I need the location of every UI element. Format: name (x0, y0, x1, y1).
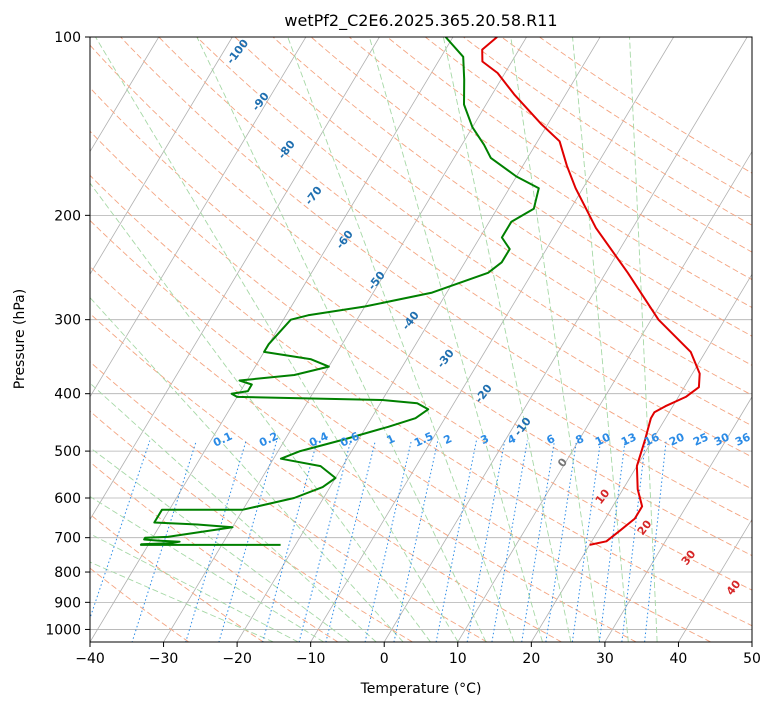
mixing-ratio-line (185, 440, 247, 642)
y-tick-label: 200 (54, 208, 81, 224)
isotherm-line (90, 37, 454, 642)
y-axis-label: Pressure (hPa) (12, 289, 28, 389)
mixing-ratio-label: 36 (733, 430, 753, 448)
y-tick-label: 700 (54, 531, 81, 547)
dry-adiabat-line (196, 37, 752, 427)
mixing-ratio-line (435, 440, 477, 642)
moist-adiabat-line (510, 37, 601, 642)
y-tick-label: 800 (54, 565, 81, 581)
moist-adiabat-line (572, 37, 629, 642)
x-axis-label: Temperature (°C) (360, 681, 482, 697)
mixing-ratio-line (131, 440, 197, 642)
isotherm-line (90, 37, 380, 521)
mixing-ratio-label: 25 (691, 430, 710, 448)
mixing-ratio-line (262, 440, 318, 642)
y-tick-label: 600 (54, 491, 81, 507)
isotherm-line (236, 37, 601, 642)
isotherm-line (163, 37, 528, 642)
isotherm-line (604, 396, 752, 642)
y-tick-label: 300 (54, 313, 81, 329)
dry-adiabat-line (158, 37, 752, 458)
isotherm-line (310, 37, 675, 642)
x-tick-label: −10 (296, 651, 326, 667)
moist-adiabat-line (90, 296, 404, 642)
moist-adiabat-line (90, 182, 431, 642)
dry-adiabat-line (90, 461, 339, 642)
dry-adiabat-line (90, 130, 752, 591)
x-tick-label: 40 (670, 651, 688, 667)
axis-ticks: −40 −30 −20 −10 0 10 20 30 40 50 100 200 300 400 500 60… (45, 30, 761, 667)
dewpoint-profile-line (139, 37, 540, 546)
y-tick-label: 1000 (45, 622, 81, 638)
x-tick-label: 30 (596, 651, 614, 667)
chart-title: wetPf2_C2E6.2025.365.20.58.R11 (284, 11, 557, 31)
mixing-ratio-line (466, 440, 506, 642)
mixing-ratio-line (298, 440, 352, 642)
moist-adiabat-line (442, 37, 572, 642)
dry-adiabat-line (424, 37, 752, 253)
mixing-ratio-line (90, 440, 151, 620)
mixing-ratio-label: 13 (619, 430, 638, 448)
x-tick-label: 50 (743, 651, 761, 667)
dry-adiabat-line (272, 37, 752, 366)
x-tick-label: −30 (149, 651, 179, 667)
mixing-ratio-label: 16 (642, 430, 662, 448)
x-tick-label: 20 (522, 651, 540, 667)
mixing-ratio-line (491, 440, 528, 642)
mixing-ratio-line (325, 440, 376, 642)
dry-adiabat-line (538, 37, 752, 174)
dry-adiabat-line (90, 44, 752, 523)
isotherm-line (383, 37, 748, 642)
moist-adiabat-line (629, 37, 658, 642)
mixing-ratio-line (521, 440, 556, 642)
y-tick-label: 500 (54, 444, 81, 460)
isotherm-line (677, 518, 752, 642)
dry-adiabat-line (234, 37, 752, 396)
dry-adiabat-line (386, 37, 752, 281)
plot-frame (89, 36, 753, 643)
isotherm-line (530, 273, 752, 642)
profile-series (139, 37, 701, 546)
x-tick-label: −20 (222, 651, 252, 667)
moist-adiabat-line (196, 37, 487, 642)
dry-adiabat-line (90, 265, 637, 642)
y-tick-label: 100 (54, 30, 81, 46)
temperature-profile-line (481, 37, 701, 546)
isotherm-line (90, 37, 307, 398)
isotherm-line (90, 37, 160, 153)
x-tick-label: −40 (75, 651, 105, 667)
x-tick-label: 10 (449, 651, 467, 667)
dry-adiabat-line (120, 37, 752, 490)
mixing-ratio-line (364, 440, 412, 642)
mixing-ratio-line (393, 440, 439, 642)
y-tick-label: 400 (54, 387, 81, 403)
mixing-ratio-label: 10 (593, 430, 613, 448)
dry-adiabat-line (90, 219, 712, 642)
dry-adiabat-line (90, 513, 264, 642)
dry-adiabat-line (500, 37, 752, 200)
moist-adiabat-line (90, 533, 299, 642)
mixing-ratio-label: 30 (712, 430, 732, 448)
moist-adiabat-line (287, 37, 515, 642)
mixing-ratio-label: 20 (667, 430, 687, 448)
dry-adiabat-line (348, 37, 752, 309)
y-tick-label: 900 (54, 595, 81, 611)
moist-adiabat-line (368, 37, 543, 642)
x-tick-label: 0 (380, 651, 389, 667)
dry-adiabat-line (90, 87, 752, 557)
mixing-ratio-line (218, 440, 278, 642)
isotherm-line (90, 37, 233, 275)
dry-adiabat-line (90, 361, 488, 642)
